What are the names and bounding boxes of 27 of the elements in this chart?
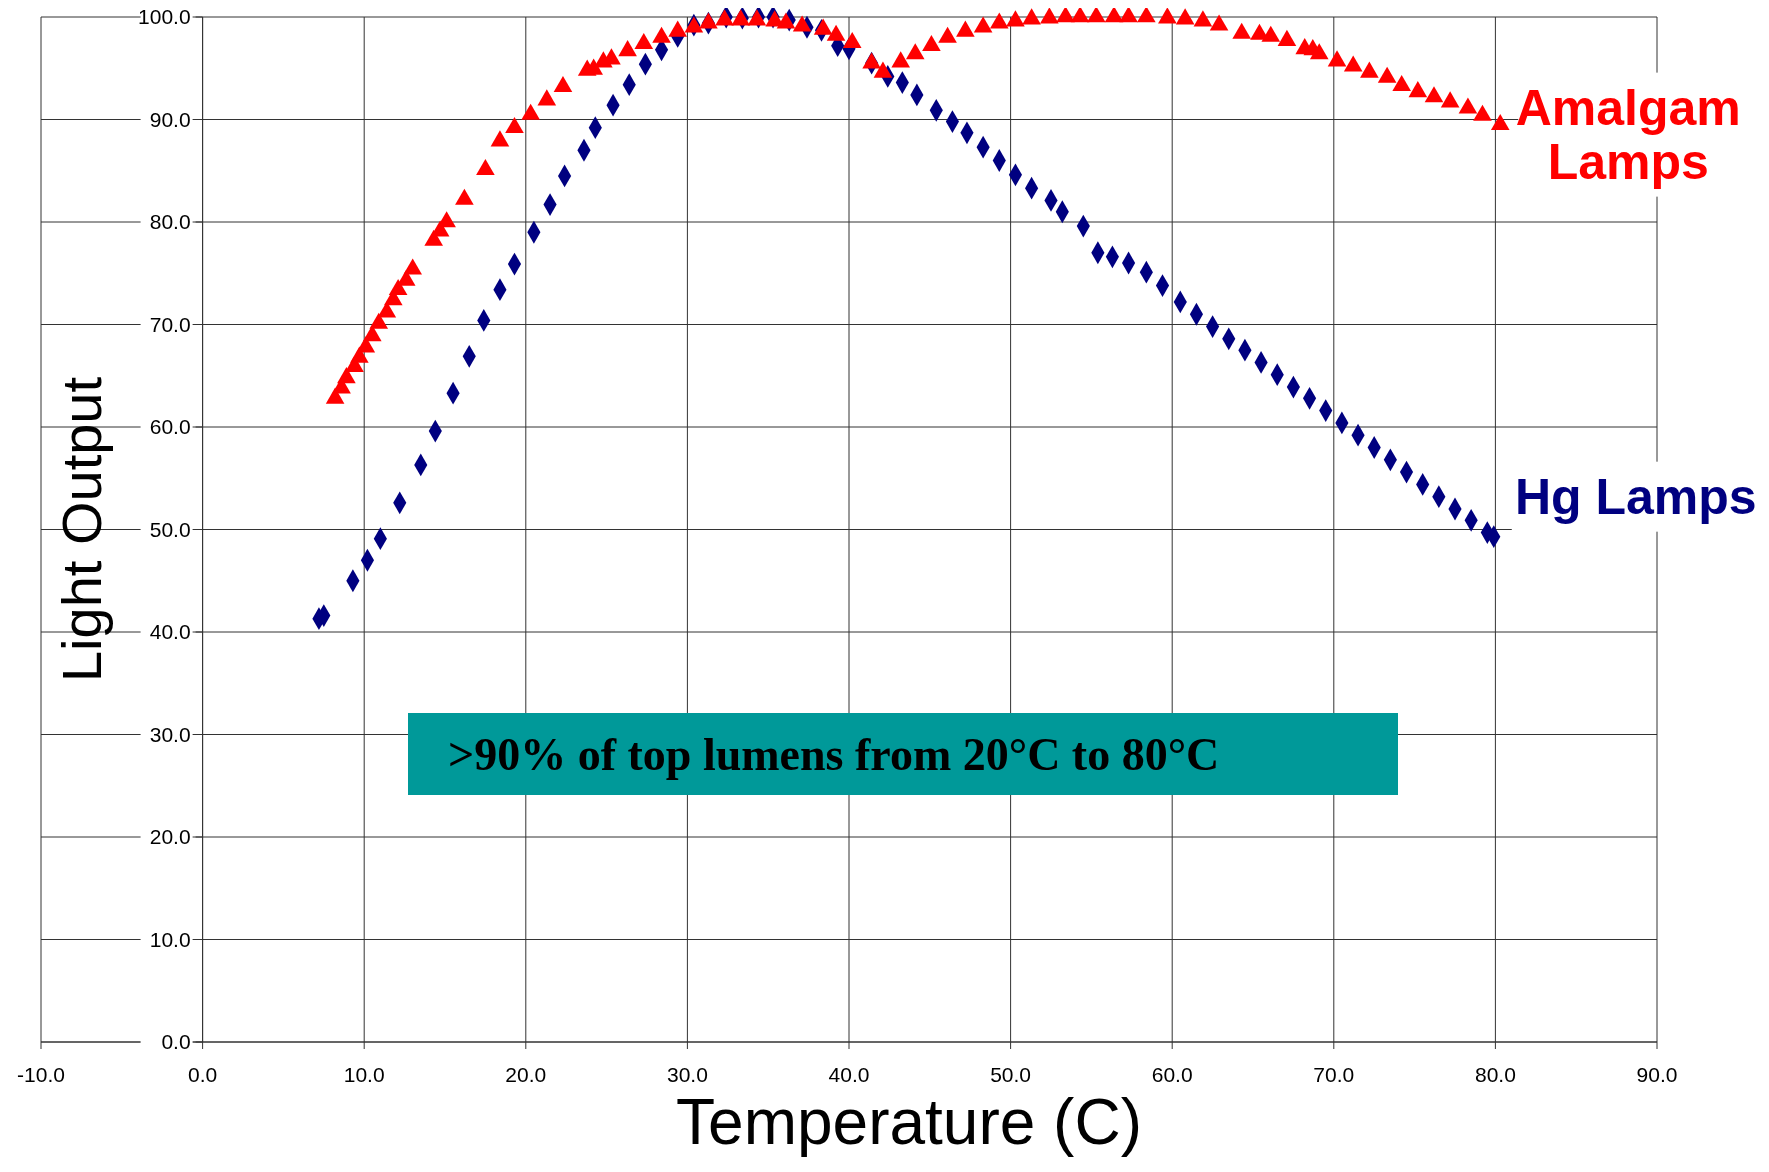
x-tick-label: 80.0 [1474,1063,1516,1086]
y-tick-label: 70.0 [149,312,191,336]
x-tick-label: 40.0 [828,1063,870,1086]
y-tick-label: 0.0 [161,1030,191,1053]
series-label: Hg Lamps [1514,468,1757,525]
y-tick-label: 80.0 [149,210,191,233]
y-axis-title: Light Output [50,376,113,683]
y-tick-label: 100.0 [138,5,191,28]
x-tick-label: 0.0 [188,1063,218,1086]
y-tick-label: 20.0 [149,825,191,848]
y-tick-label: 50.0 [149,517,191,541]
x-axis-title: Temperature (C) [676,1086,1142,1158]
y-tick-label: 30.0 [149,722,191,746]
x-tick-label: 70.0 [1313,1063,1355,1086]
x-tick-label: 20.0 [505,1063,547,1086]
x-tick-label: 60.0 [1151,1063,1193,1086]
x-tick-label: 10.0 [343,1063,385,1086]
annotation: >90% of top lumens from 20°C to 80°C [448,729,1220,780]
x-tick-label: 90.0 [1636,1063,1678,1086]
y-tick-label: 40.0 [149,620,191,643]
x-tick-label: -10.0 [17,1063,65,1086]
x-tick-label: 50.0 [990,1063,1032,1086]
y-tick-label: 10.0 [149,927,191,951]
series-label: Amalgam Lamps [1515,79,1741,190]
y-tick-label: 90.0 [149,107,191,131]
x-tick-label: 30.0 [666,1063,708,1086]
y-tick-label: 60.0 [149,415,191,438]
